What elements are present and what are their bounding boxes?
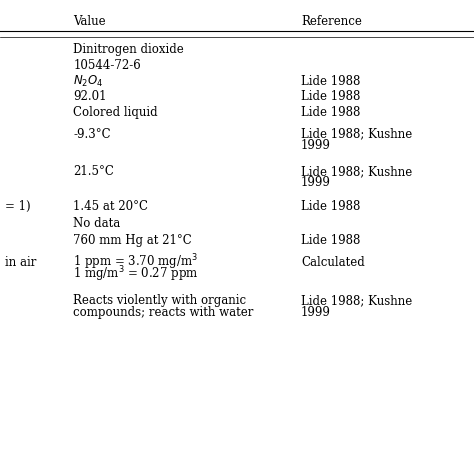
- Text: = 1): = 1): [5, 200, 30, 213]
- Text: Dinitrogen dioxide: Dinitrogen dioxide: [73, 43, 184, 56]
- Text: in air: in air: [5, 256, 36, 269]
- Text: $N_2O_4$: $N_2O_4$: [73, 73, 104, 89]
- Text: Reacts violently with organic: Reacts violently with organic: [73, 294, 246, 307]
- Text: Value: Value: [73, 15, 106, 28]
- Text: Lide 1988; Kushne: Lide 1988; Kushne: [301, 294, 412, 307]
- Text: Lide 1988: Lide 1988: [301, 200, 360, 213]
- Text: 21.5°C: 21.5°C: [73, 165, 114, 178]
- Text: Lide 1988: Lide 1988: [301, 90, 360, 103]
- Text: Reference: Reference: [301, 15, 362, 28]
- Text: 10544-72-6: 10544-72-6: [73, 59, 141, 72]
- Text: 1.45 at 20°C: 1.45 at 20°C: [73, 200, 148, 213]
- Text: Colored liquid: Colored liquid: [73, 106, 158, 119]
- Text: 1999: 1999: [301, 139, 331, 152]
- Text: 1 mg/m$^3$ = 0.27 ppm: 1 mg/m$^3$ = 0.27 ppm: [73, 264, 199, 284]
- Text: compounds; reacts with water: compounds; reacts with water: [73, 306, 254, 319]
- Text: 760 mm Hg at 21°C: 760 mm Hg at 21°C: [73, 234, 192, 247]
- Text: -9.3°C: -9.3°C: [73, 128, 111, 141]
- Text: 1999: 1999: [301, 176, 331, 190]
- Text: 1999: 1999: [301, 306, 331, 319]
- Text: Lide 1988: Lide 1988: [301, 234, 360, 247]
- Text: 1 ppm = 3.70 mg/m$^3$: 1 ppm = 3.70 mg/m$^3$: [73, 253, 199, 273]
- Text: Lide 1988; Kushne: Lide 1988; Kushne: [301, 128, 412, 141]
- Text: Lide 1988; Kushne: Lide 1988; Kushne: [301, 165, 412, 178]
- Text: 92.01: 92.01: [73, 90, 107, 103]
- Text: Lide 1988: Lide 1988: [301, 106, 360, 119]
- Text: Lide 1988: Lide 1988: [301, 74, 360, 88]
- Text: Calculated: Calculated: [301, 256, 365, 269]
- Text: No data: No data: [73, 217, 121, 230]
